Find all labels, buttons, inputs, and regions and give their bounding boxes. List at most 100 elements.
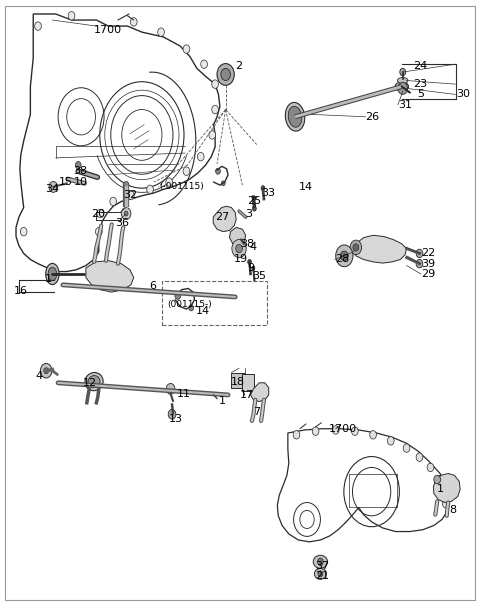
Ellipse shape [313,555,327,568]
Text: 35: 35 [252,271,266,281]
Circle shape [434,475,441,484]
Ellipse shape [395,82,408,91]
Polygon shape [213,206,236,231]
Circle shape [166,178,172,186]
Text: 4: 4 [250,242,257,252]
Circle shape [398,82,408,95]
Circle shape [123,181,129,188]
Text: 34: 34 [45,184,59,195]
Circle shape [40,364,52,378]
Circle shape [221,181,225,185]
Text: 30: 30 [456,90,470,99]
Text: 8: 8 [450,505,457,514]
Text: 11: 11 [177,388,191,399]
Text: 38: 38 [240,239,254,248]
Circle shape [110,197,117,205]
Bar [231,373,245,388]
Circle shape [168,410,176,419]
Text: 14: 14 [196,307,210,316]
Text: (001115-): (001115-) [167,300,212,308]
Circle shape [340,251,348,261]
Circle shape [370,431,376,439]
Circle shape [121,207,131,219]
Text: 5: 5 [417,90,424,99]
Circle shape [201,60,207,68]
Circle shape [318,558,323,565]
Text: 24: 24 [413,61,428,71]
Text: 15: 15 [59,177,73,187]
Circle shape [217,64,234,85]
Circle shape [175,292,180,299]
Polygon shape [433,473,460,502]
Circle shape [416,249,423,258]
Circle shape [75,162,81,169]
Circle shape [261,185,265,190]
Circle shape [183,167,190,175]
Polygon shape [352,235,407,263]
Text: 16: 16 [14,286,28,296]
Ellipse shape [46,264,59,285]
Circle shape [44,368,48,374]
Text: 10: 10 [73,177,87,187]
Circle shape [403,444,410,452]
Ellipse shape [314,568,326,579]
Circle shape [147,185,154,193]
Circle shape [232,239,246,258]
Circle shape [427,463,434,471]
Text: 1700: 1700 [328,424,357,434]
Circle shape [124,211,128,216]
Text: 1: 1 [218,396,226,406]
Circle shape [318,571,323,577]
Circle shape [351,427,358,435]
Circle shape [20,227,27,236]
Text: 23: 23 [413,79,427,89]
Ellipse shape [288,106,302,127]
Text: 12: 12 [83,378,97,388]
Text: 27: 27 [215,212,229,222]
Text: 29: 29 [421,269,435,279]
Circle shape [97,209,104,218]
Text: 1700: 1700 [94,25,122,35]
Circle shape [252,266,255,270]
Circle shape [437,475,444,484]
Ellipse shape [400,68,406,76]
Circle shape [35,22,41,30]
Text: 26: 26 [365,112,380,122]
Circle shape [252,206,256,211]
Text: 28: 28 [335,255,349,264]
Text: 37: 37 [316,561,330,571]
Bar [162,281,267,325]
Circle shape [387,436,394,445]
Bar [242,374,254,391]
Text: 25: 25 [247,196,261,207]
Polygon shape [86,261,134,292]
Circle shape [189,305,193,311]
Text: (-001115): (-001115) [159,182,204,191]
Text: 22: 22 [421,248,435,258]
Circle shape [248,259,252,264]
Circle shape [212,80,218,88]
Circle shape [332,426,339,435]
Circle shape [212,105,218,114]
Polygon shape [229,227,246,245]
Circle shape [293,431,300,439]
Text: 20: 20 [91,208,105,219]
Ellipse shape [85,373,103,391]
Circle shape [197,153,204,161]
Text: 1: 1 [437,484,444,494]
Text: 36: 36 [116,218,130,228]
Circle shape [131,18,137,26]
Text: 18: 18 [230,376,244,387]
Text: 2: 2 [235,61,242,71]
Circle shape [216,168,220,174]
Circle shape [416,453,423,461]
Circle shape [236,244,242,253]
Circle shape [68,12,75,20]
Circle shape [209,131,216,139]
Ellipse shape [88,376,100,388]
Circle shape [443,499,449,508]
Circle shape [336,245,353,267]
Ellipse shape [285,102,305,131]
Text: 17: 17 [240,390,254,400]
Ellipse shape [48,267,57,281]
